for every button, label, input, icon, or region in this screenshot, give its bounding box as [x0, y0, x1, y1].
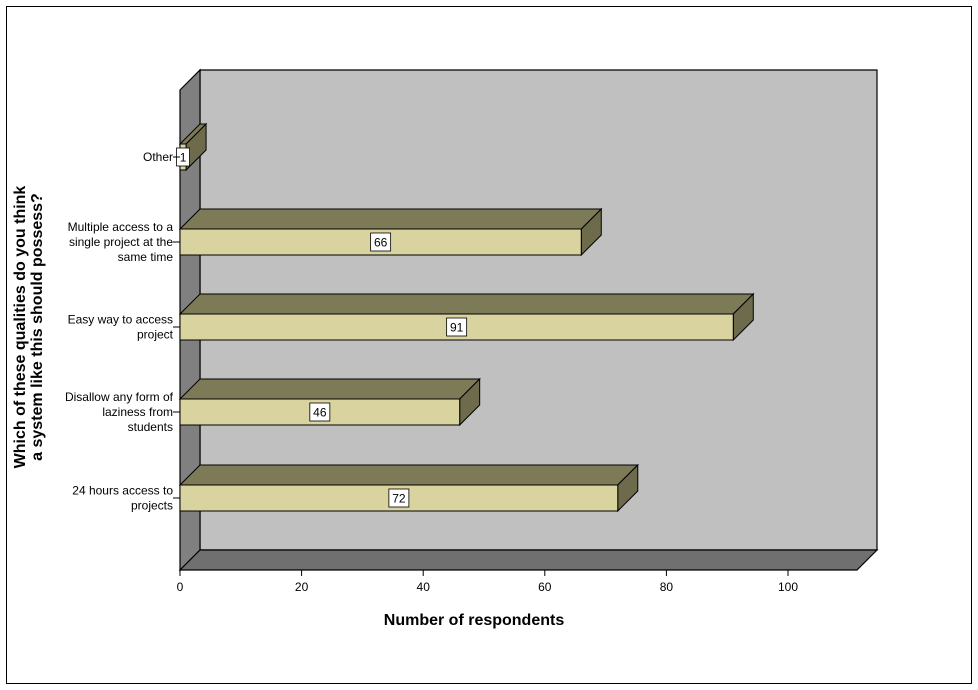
bar-top — [178, 464, 639, 486]
x-axis-title: Number of respondents — [384, 612, 565, 629]
bar-chart: 1 66 91 46 72 Other Multiple access to a singl… — [12, 68, 879, 629]
data-label: 66 — [374, 236, 388, 250]
data-label: 46 — [313, 406, 327, 420]
bar-top — [178, 293, 755, 315]
category-label: Other — [143, 150, 173, 164]
x-tick-label: 40 — [417, 580, 431, 594]
x-tick-label: 100 — [778, 580, 798, 594]
category-label: 24 hours access to projects — [72, 484, 173, 513]
chart-frame: 1 66 91 46 72 Other Multiple access to a singl… — [6, 6, 972, 684]
data-label-box — [309, 402, 331, 422]
category-label: Easy way to access project — [68, 313, 174, 342]
x-tick-label: 20 — [295, 580, 309, 594]
x-axis: 0 20 40 60 80 100 — [177, 570, 798, 594]
data-label: 91 — [450, 321, 464, 335]
bar-group: 66 — [178, 207, 603, 257]
x-tick-label: 80 — [660, 580, 674, 594]
x-tick-label: 0 — [177, 580, 184, 594]
data-label-box — [388, 488, 410, 508]
bars: 1 66 91 46 72 — [176, 122, 755, 513]
y-axis-title: Which of these qualities do you thinka s… — [12, 186, 46, 469]
floor — [178, 549, 879, 571]
bar-top — [178, 378, 481, 400]
bar-group: 72 — [178, 463, 639, 513]
bar-group: 91 — [178, 292, 755, 342]
bar-group: 46 — [178, 377, 481, 427]
x-tick-label: 60 — [538, 580, 552, 594]
category-label: Multiple access to a single project at th… — [68, 220, 174, 264]
category-labels: Other Multiple access to a single project … — [65, 150, 180, 513]
category-label: Disallow any form of laziness from student… — [65, 390, 174, 434]
data-label-box — [446, 317, 468, 337]
data-label-box — [370, 232, 392, 252]
data-label: 72 — [392, 492, 406, 506]
bar-top — [178, 208, 603, 230]
data-label: 1 — [180, 151, 187, 165]
